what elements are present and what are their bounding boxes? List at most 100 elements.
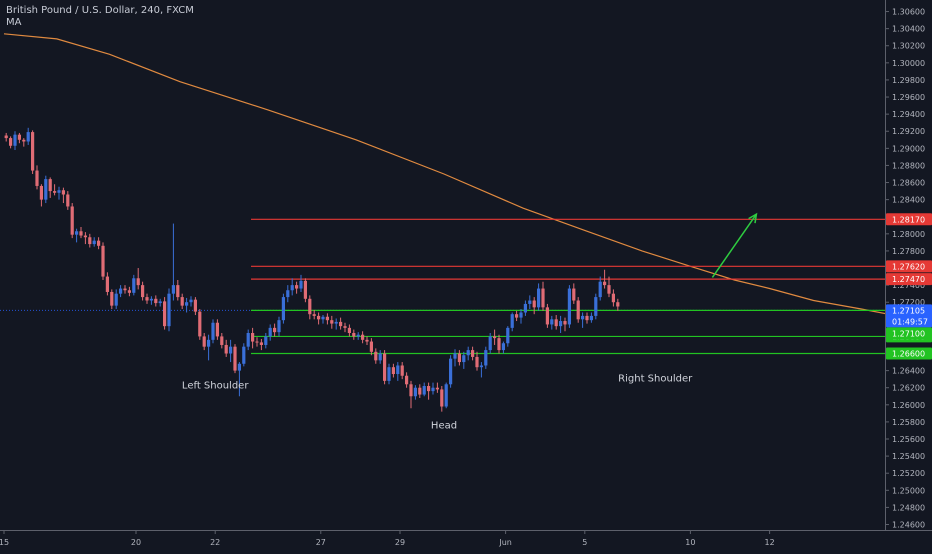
candle (158, 298, 162, 307)
candle-body (523, 303, 527, 313)
candle (198, 309, 202, 340)
candle-body (202, 336, 206, 347)
candle-body (365, 339, 369, 342)
candle (273, 323, 277, 337)
candle (537, 283, 541, 311)
y-tick-label: 1.30400 (892, 25, 925, 34)
candle-body (519, 312, 523, 318)
candle (471, 346, 475, 361)
candle (136, 268, 140, 290)
candle-body (356, 334, 360, 337)
candle (22, 138, 26, 147)
candle-body (154, 298, 158, 304)
candle-body (396, 365, 400, 375)
candle (110, 289, 114, 310)
candle-body (378, 353, 382, 361)
candle-body (83, 235, 87, 238)
annotation-label: Left Shoulder (182, 381, 249, 392)
y-tick-label: 1.28600 (892, 179, 925, 188)
candle (378, 350, 382, 364)
candle (154, 295, 158, 307)
candle (281, 293, 285, 324)
candle-body (105, 276, 109, 292)
candle (361, 331, 365, 344)
candle (352, 329, 356, 340)
candle-body (462, 355, 466, 363)
candle-body (361, 334, 365, 340)
x-tick-label: 27 (316, 538, 326, 547)
candle-body (413, 387, 417, 397)
y-tick-label: 1.28000 (892, 230, 925, 239)
candle (317, 312, 321, 325)
candle-body (303, 280, 307, 299)
chart-title: British Pound / U.S. Dollar, 240, FXCM (6, 5, 194, 16)
candle-body (317, 315, 321, 320)
candle-body (246, 332, 250, 347)
candle (616, 298, 620, 311)
candle (259, 338, 263, 351)
x-tick-label: 5 (582, 538, 587, 547)
candle-body (141, 285, 145, 298)
candle-body (176, 285, 180, 298)
candle (497, 334, 501, 354)
candle (207, 334, 211, 361)
candle (119, 285, 123, 298)
candle (444, 382, 448, 409)
candle (189, 296, 193, 307)
extra-level-tag-bg (886, 327, 932, 340)
candle-body (493, 336, 497, 339)
candle-body (484, 350, 488, 366)
candle-body (431, 387, 435, 392)
candle (554, 315, 558, 330)
candle-body (185, 302, 189, 306)
candle-body (501, 343, 505, 351)
candle (462, 351, 466, 369)
candle (193, 297, 197, 316)
candle-body (259, 342, 263, 345)
candle-body (537, 288, 541, 308)
candle-body (598, 281, 602, 298)
candle (391, 363, 395, 378)
y-tick-label: 1.30600 (892, 8, 925, 17)
candle-body (4, 135, 8, 139)
ma-label: MA (6, 17, 22, 28)
candle (149, 296, 153, 305)
candle-body (510, 314, 514, 328)
candle (48, 177, 52, 198)
bar-countdown: 01:49:57 (892, 317, 928, 326)
candle (334, 318, 338, 330)
candle (515, 310, 519, 322)
candle (185, 297, 189, 313)
candle-body (594, 297, 598, 316)
candle (61, 187, 65, 204)
candle-body (290, 285, 294, 291)
candle (114, 289, 118, 310)
candle (418, 384, 422, 398)
candle-body (31, 132, 35, 171)
candle-body (559, 321, 563, 327)
candle-body (488, 336, 492, 351)
candle-body (110, 291, 114, 306)
candle-body (589, 315, 593, 321)
candle-body (545, 307, 549, 325)
candle-body (308, 298, 312, 315)
x-tick-label: 20 (131, 538, 141, 547)
y-tick-label: 1.29200 (892, 127, 925, 136)
candle-body (9, 138, 13, 146)
candle-body (145, 297, 149, 301)
candle-body (576, 300, 580, 320)
candle (141, 281, 145, 301)
candle (44, 175, 48, 204)
candle-body (149, 298, 153, 301)
candle (488, 332, 492, 354)
candle (180, 293, 184, 310)
candle-body (475, 356, 479, 368)
candle (457, 350, 461, 366)
candle (510, 312, 514, 332)
level-tag-3: 1.27470 (892, 275, 925, 284)
candle (440, 386, 444, 412)
candle (506, 326, 510, 347)
candle-body (611, 293, 615, 303)
candle (295, 281, 299, 294)
candle-body (88, 237, 92, 245)
